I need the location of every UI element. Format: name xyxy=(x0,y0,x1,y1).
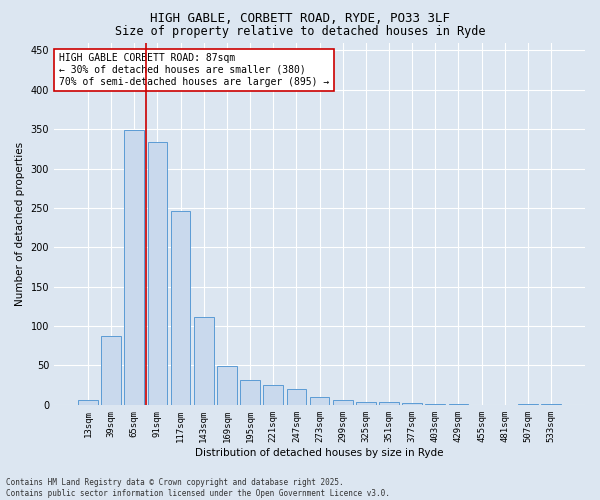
Bar xyxy=(194,316,214,405)
Bar xyxy=(379,402,399,405)
Text: HIGH GABLE, CORBETT ROAD, RYDE, PO33 3LF: HIGH GABLE, CORBETT ROAD, RYDE, PO33 3LF xyxy=(150,12,450,26)
Bar xyxy=(310,397,329,405)
Bar xyxy=(217,366,237,405)
Bar xyxy=(449,404,468,405)
Bar xyxy=(78,400,98,405)
Bar xyxy=(148,142,167,405)
Bar xyxy=(240,380,260,405)
Text: HIGH GABLE CORBETT ROAD: 87sqm
← 30% of detached houses are smaller (380)
70% of: HIGH GABLE CORBETT ROAD: 87sqm ← 30% of … xyxy=(59,54,329,86)
Bar xyxy=(518,404,538,405)
X-axis label: Distribution of detached houses by size in Ryde: Distribution of detached houses by size … xyxy=(195,448,444,458)
Bar xyxy=(425,404,445,405)
Bar xyxy=(263,385,283,405)
Bar xyxy=(356,402,376,405)
Bar xyxy=(402,404,422,405)
Bar xyxy=(101,336,121,405)
Bar xyxy=(124,130,144,405)
Bar xyxy=(333,400,353,405)
Bar xyxy=(171,211,190,405)
Text: Contains HM Land Registry data © Crown copyright and database right 2025.
Contai: Contains HM Land Registry data © Crown c… xyxy=(6,478,390,498)
Bar xyxy=(541,404,561,405)
Bar xyxy=(287,389,306,405)
Text: Size of property relative to detached houses in Ryde: Size of property relative to detached ho… xyxy=(115,25,485,38)
Y-axis label: Number of detached properties: Number of detached properties xyxy=(15,142,25,306)
